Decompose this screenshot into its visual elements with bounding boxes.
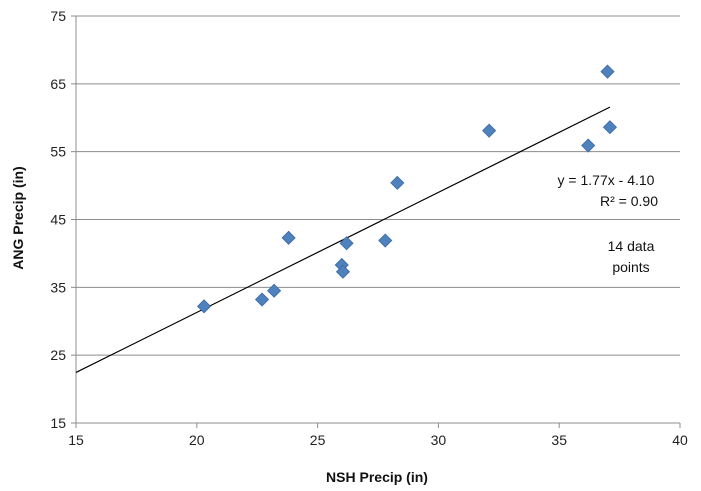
y-tick-label-25: 25 [50,347,66,363]
data-point-6 [335,264,351,279]
data-point-2 [254,292,270,307]
data-point-11 [581,138,596,153]
data-count-line1: 14 data [608,238,655,254]
r-squared-label: R² = 0.90 [600,193,658,209]
x-tick-label-25: 25 [310,432,326,448]
data-point-8 [378,233,393,248]
y-tick-label-55: 55 [50,144,66,160]
x-tick-label-40: 40 [672,432,688,448]
data-point-12 [600,64,615,79]
y-axis-title: ANG Precip (in) [10,166,26,269]
data-point-9 [390,175,405,190]
regression-equation: y = 1.77x - 4.10 [558,172,655,188]
x-axis-title: NSH Precip (in) [326,469,428,485]
y-tick-label-35: 35 [50,279,66,295]
y-tick-label-15: 15 [50,415,66,431]
data-points [196,64,618,314]
data-point-13 [602,120,618,135]
x-tick-label-30: 30 [431,432,447,448]
data-point-10 [482,123,497,138]
y-tick-label-45: 45 [50,212,66,228]
grid-lines [76,15,680,356]
data-count-line2: points [612,259,649,275]
y-tick-label-75: 75 [50,8,66,24]
data-point-4 [281,230,296,245]
data-point-3 [267,283,282,298]
data-point-7 [339,236,354,251]
x-tick-label-35: 35 [551,432,567,448]
y-tick-labels: 15 25 35 45 55 65 75 [50,8,76,431]
data-point-1 [196,299,212,314]
trendline [75,106,611,374]
x-tick-labels: 15 20 25 30 35 40 [68,423,688,448]
y-tick-label-65: 65 [50,76,66,92]
x-tick-label-20: 20 [189,432,205,448]
x-tick-label-15: 15 [68,432,84,448]
